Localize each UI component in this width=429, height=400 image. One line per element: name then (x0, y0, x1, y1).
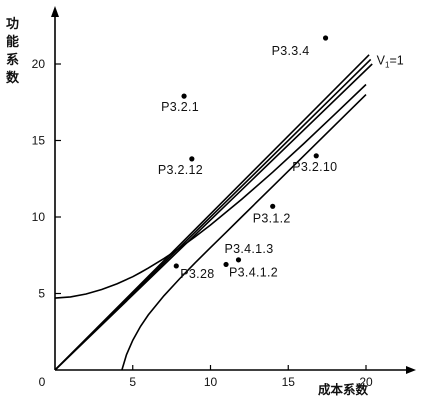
band-line (54, 63, 373, 371)
y-axis-label-char-4: 数 (6, 70, 20, 86)
x-tick-label: 10 (204, 375, 218, 389)
x-tick-label: 0 (39, 375, 46, 389)
y-axis-label-char-1: 功 (6, 17, 19, 32)
data-point (313, 153, 319, 159)
data-point-label: P3.2.1 (161, 100, 199, 114)
y-tick-label: 20 (32, 57, 46, 71)
band-line (54, 54, 370, 371)
reference-line-label-eq: =1 (389, 53, 403, 67)
y-tick-label: 15 (32, 134, 46, 148)
data-point-label: P3.2.12 (158, 163, 203, 177)
reference-line-label: V1=1 (377, 53, 404, 69)
data-point (235, 257, 242, 263)
data-point (223, 261, 229, 268)
x-axis-label: 成本系数 (318, 382, 369, 397)
y-axis-label-char-3: 系 (6, 52, 19, 68)
axes (51, 6, 416, 374)
y-tick-label: 5 (38, 287, 45, 301)
x-tick-label: 15 (282, 375, 296, 389)
data-point (181, 93, 187, 99)
data-point (322, 35, 329, 41)
reference-line-label-sub: 1 (385, 60, 390, 69)
data-point-label: P3.4.1.2 (229, 265, 278, 279)
data-point-label: P3.2.10 (292, 160, 337, 174)
y-axis-label-char-2: 能 (6, 34, 19, 50)
data-point-label: P3.1.2 (253, 211, 291, 225)
data-point (173, 263, 179, 269)
x-tick-label: 5 (129, 375, 136, 389)
data-point (189, 156, 195, 162)
reference-line-label-main: V (377, 53, 386, 67)
upper-boundary-curve (54, 83, 367, 299)
x-tick-label: 20 (359, 375, 373, 389)
data-point (270, 203, 276, 209)
y-tick-label: 10 (32, 210, 46, 224)
y-axis-arrow (51, 6, 59, 17)
data-point-label: P3.3.4 (272, 44, 310, 58)
data-point-label: P3.4.1.3 (224, 242, 273, 256)
lower-boundary-curve (121, 94, 367, 371)
data-point-label: P3.28 (180, 267, 214, 281)
x-axis-arrow (406, 366, 416, 374)
